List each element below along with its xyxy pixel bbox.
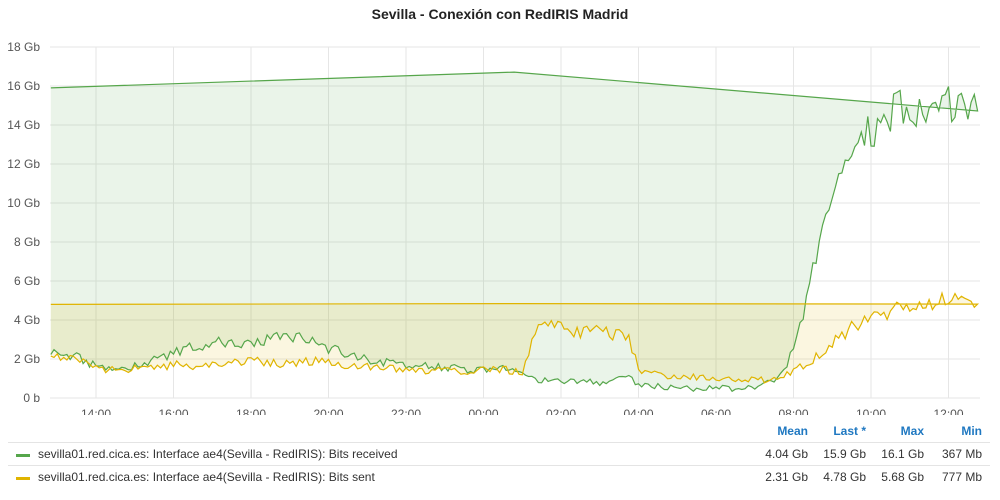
legend-last: 15.9 Gb	[823, 447, 866, 461]
legend-min: 367 Mb	[941, 447, 982, 461]
y-tick-label: 14 Gb	[7, 118, 40, 132]
legend-series-name[interactable]: sevilla01.red.cica.es: Interface ae4(Sev…	[38, 470, 375, 484]
x-tick-label: 00:00	[468, 407, 498, 415]
legend-min: 777 Mb	[941, 470, 982, 484]
x-tick-label: 16:00	[158, 407, 188, 415]
lines	[50, 71, 980, 393]
x-axis: 14:00 16:00 18:00 20:00 22:00 00:00 02:00 04:00…	[81, 407, 964, 415]
x-tick-label: 08:00	[778, 407, 808, 415]
x-tick-label: 22:00	[391, 407, 421, 415]
x-tick-label: 18:00	[236, 407, 266, 415]
series-line-sent[interactable]	[50, 291, 980, 384]
legend-max: 16.1 Gb	[881, 447, 924, 461]
chart-title: Sevilla - Conexión con RedIRIS Madrid	[371, 6, 629, 22]
legend-max: 5.68 Gb	[881, 470, 924, 484]
y-tick-label: 12 Gb	[7, 157, 40, 171]
legend-header-mean[interactable]: Mean	[777, 424, 808, 438]
legend-header-max[interactable]: Max	[900, 424, 924, 438]
legend-series-name[interactable]: sevilla01.red.cica.es: Interface ae4(Sev…	[38, 447, 398, 461]
legend-row-received[interactable]: sevilla01.red.cica.es: Interface ae4(Sev…	[8, 442, 990, 465]
legend-table: Mean Last * Max Min sevilla01.red.cica.e…	[8, 420, 990, 488]
area-received	[50, 72, 978, 398]
areas	[50, 72, 978, 398]
legend-header: Mean Last * Max Min	[8, 420, 990, 442]
legend-header-min[interactable]: Min	[961, 424, 982, 438]
legend-mean: 2.31 Gb	[765, 470, 808, 484]
y-tick-label: 18 Gb	[7, 40, 40, 54]
y-tick-label: 4 Gb	[14, 313, 40, 327]
y-tick-label: 6 Gb	[14, 274, 40, 288]
grid	[50, 46, 980, 399]
legend-swatch-received	[16, 454, 30, 457]
x-tick-label: 20:00	[313, 407, 343, 415]
chart-plot: 0 b 2 Gb 4 Gb 6 Gb 8 Gb 10 Gb 12 Gb 14 Gb 16 Gb 1…	[7, 40, 980, 415]
y-axis: 0 b 2 Gb 4 Gb 6 Gb 8 Gb 10 Gb 12 Gb 14 Gb 16 Gb 1…	[7, 40, 40, 405]
x-tick-label: 02:00	[546, 407, 576, 415]
legend-mean: 4.04 Gb	[765, 447, 808, 461]
x-tick-label: 06:00	[701, 407, 731, 415]
y-tick-label: 10 Gb	[7, 196, 40, 210]
y-tick-label: 2 Gb	[14, 352, 40, 366]
legend-header-last[interactable]: Last *	[833, 424, 866, 438]
y-tick-label: 8 Gb	[14, 235, 40, 249]
x-tick-label: 10:00	[856, 407, 886, 415]
x-tick-label: 12:00	[933, 407, 963, 415]
legend-swatch-sent	[16, 477, 30, 480]
y-tick-label: 0 b	[23, 391, 40, 405]
legend-last: 4.78 Gb	[823, 470, 866, 484]
legend-row-sent[interactable]: sevilla01.red.cica.es: Interface ae4(Sev…	[8, 465, 990, 488]
x-tick-label: 14:00	[81, 407, 111, 415]
area-sent	[50, 293, 978, 398]
y-tick-label: 16 Gb	[7, 79, 40, 93]
x-tick-label: 04:00	[623, 407, 653, 415]
